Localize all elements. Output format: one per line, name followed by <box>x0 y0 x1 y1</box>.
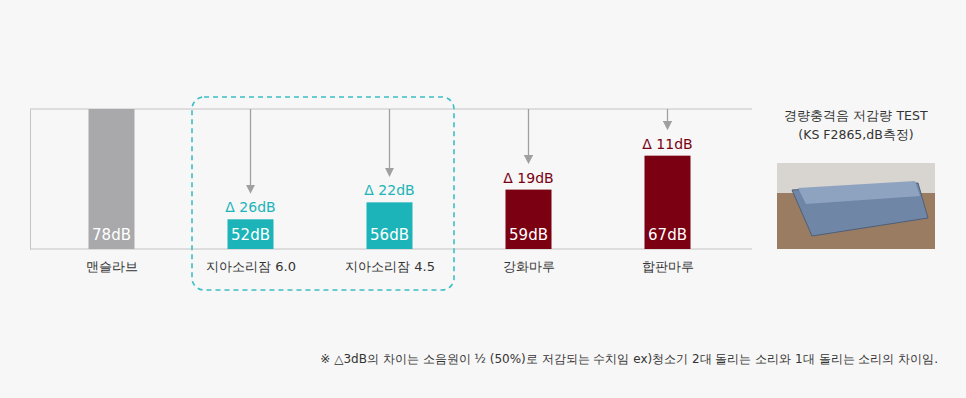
reduction-label: Δ 26dB <box>225 199 275 215</box>
reduction-arrow <box>667 109 668 126</box>
x-tick: 지아소리잠 6.0 <box>206 259 296 274</box>
value-label: 56dB <box>370 226 409 244</box>
value-label: 78dB <box>92 226 131 244</box>
test-title: 경량충격음 저감량 TEST <box>784 108 927 123</box>
bar <box>645 156 691 249</box>
value-label: 59dB <box>509 226 548 244</box>
chart: 78dB 52dB 56dB 59dB 67dB Δ 26dB Δ 22dB Δ 19dB Δ … <box>0 0 966 398</box>
reduction-label: Δ 19dB <box>503 170 553 186</box>
photo-background <box>777 163 935 249</box>
grid <box>30 109 752 249</box>
value-label: 52dB <box>231 226 270 244</box>
reduction-arrow <box>389 109 390 172</box>
x-tick-label: 지아소리잠 4.5 <box>345 259 435 274</box>
reduction-label: Δ 11dB <box>642 136 692 152</box>
x-tick: 강화마루 <box>503 259 555 274</box>
reduction-arrow <box>250 109 251 189</box>
test-subtitle: (KS F2865,dB측정) <box>798 127 913 142</box>
y-axis-line <box>30 110 31 250</box>
bar <box>506 190 552 249</box>
reduction-arrow <box>528 109 529 160</box>
x-tick-label: 지아소리잠 6.0 <box>206 259 296 274</box>
bar <box>89 109 135 249</box>
highlight-box <box>192 97 454 290</box>
labels: 78dB 52dB 56dB 59dB 67dB Δ 26dB Δ 22dB Δ 19dB Δ … <box>92 108 938 366</box>
x-axis: 맨슬라브 지아소리잠 6.0 지아소리잠 4.5 강화마루 합판마루 <box>86 259 694 274</box>
x-tick: 맨슬라브 <box>86 259 138 274</box>
x-tick-label: 맨슬라브 <box>86 259 138 274</box>
machine-photo <box>777 163 935 249</box>
footnote: ※ △3dB의 차이는 소음원이 ½ (50%)로 저감되는 수치임 ex)청소… <box>320 352 938 366</box>
photo-machine-top <box>798 181 920 204</box>
x-tick-label: 강화마루 <box>503 259 555 274</box>
x-tick: 합판마루 <box>642 259 694 274</box>
y-axis <box>30 110 32 250</box>
grid-line <box>30 109 752 110</box>
value-label: 67dB <box>648 226 687 244</box>
reduction-label: Δ 22dB <box>364 182 414 198</box>
bar <box>367 202 413 249</box>
bars <box>89 109 691 249</box>
x-tick: 지아소리잠 4.5 <box>345 259 435 274</box>
bar <box>228 219 274 249</box>
x-tick-label: 합판마루 <box>642 259 694 274</box>
